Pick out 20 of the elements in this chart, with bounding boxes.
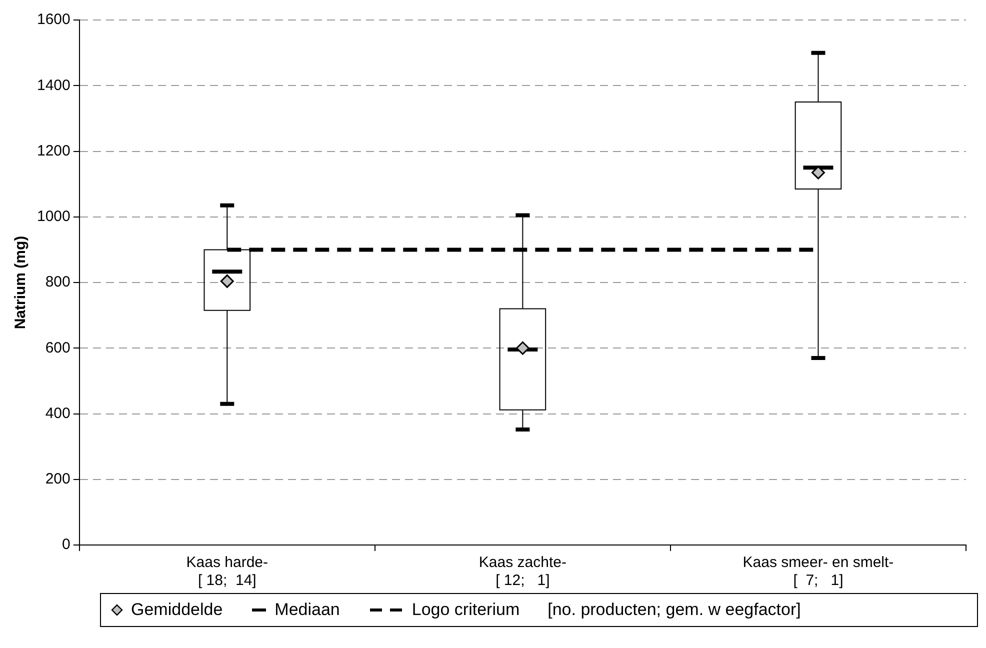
legend-label: Logo criterium	[412, 600, 520, 620]
legend-label: Mediaan	[274, 600, 340, 620]
y-axis-title: Natrium (mg)	[12, 236, 30, 330]
y-tick-label: 600	[45, 339, 70, 356]
point	[516, 341, 530, 355]
legend-label: Gemiddelde	[131, 600, 223, 620]
text: [no. producten; gem. w eegfactor]	[548, 600, 801, 620]
y-tick-label: 400	[45, 404, 70, 422]
x-tick-label: Kaas zachte- [ 12; 1]	[478, 554, 566, 590]
x-tick-label: Kaas smeer- en smelt- [ 7; 1]	[742, 554, 894, 590]
y-tick-label: 1000	[36, 208, 70, 226]
y-tick-label: 1400	[36, 76, 70, 94]
y-tick-label: 1200	[36, 142, 70, 160]
y-tick-label: 1600	[36, 11, 70, 28]
y-tick-label: 200	[45, 470, 70, 488]
y-tick-label: 0	[62, 536, 70, 554]
x-tick-label: Kaas harde- [ 18; 14]	[186, 554, 268, 590]
y-tick-label: 800	[45, 274, 70, 291]
point	[811, 166, 825, 180]
point	[220, 274, 234, 288]
